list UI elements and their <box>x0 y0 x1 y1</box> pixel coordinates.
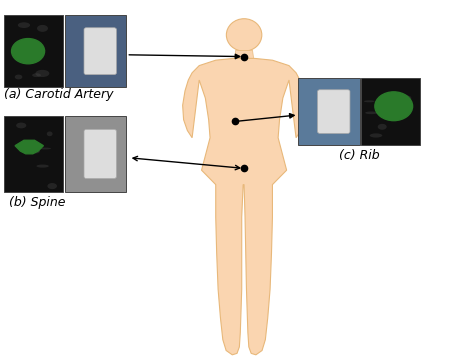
Ellipse shape <box>25 144 33 148</box>
Ellipse shape <box>30 34 43 37</box>
Ellipse shape <box>227 19 262 51</box>
Text: (c) Rib: (c) Rib <box>339 150 380 163</box>
Bar <box>65 15 126 87</box>
Bar <box>4 15 64 87</box>
Ellipse shape <box>371 88 384 96</box>
Ellipse shape <box>40 154 48 157</box>
Ellipse shape <box>366 121 376 125</box>
Bar <box>65 116 126 192</box>
Circle shape <box>375 92 412 121</box>
Ellipse shape <box>14 143 27 148</box>
Ellipse shape <box>37 38 45 42</box>
Bar <box>299 78 360 145</box>
FancyBboxPatch shape <box>84 28 117 75</box>
Ellipse shape <box>51 37 56 42</box>
Ellipse shape <box>44 133 49 138</box>
Polygon shape <box>182 58 306 355</box>
Polygon shape <box>15 140 44 154</box>
Ellipse shape <box>20 46 31 53</box>
Ellipse shape <box>374 93 382 100</box>
Ellipse shape <box>391 118 401 125</box>
FancyBboxPatch shape <box>84 130 117 178</box>
Polygon shape <box>235 50 254 58</box>
Bar <box>361 78 420 145</box>
Ellipse shape <box>28 24 34 29</box>
Ellipse shape <box>40 148 49 151</box>
Ellipse shape <box>370 105 377 109</box>
Bar <box>4 116 64 192</box>
Ellipse shape <box>19 20 31 25</box>
Circle shape <box>11 39 45 64</box>
Text: (a) Carotid Artery: (a) Carotid Artery <box>4 88 114 101</box>
FancyBboxPatch shape <box>318 90 350 134</box>
Ellipse shape <box>38 155 47 159</box>
Text: (b) Spine: (b) Spine <box>9 196 66 209</box>
Ellipse shape <box>373 106 383 109</box>
